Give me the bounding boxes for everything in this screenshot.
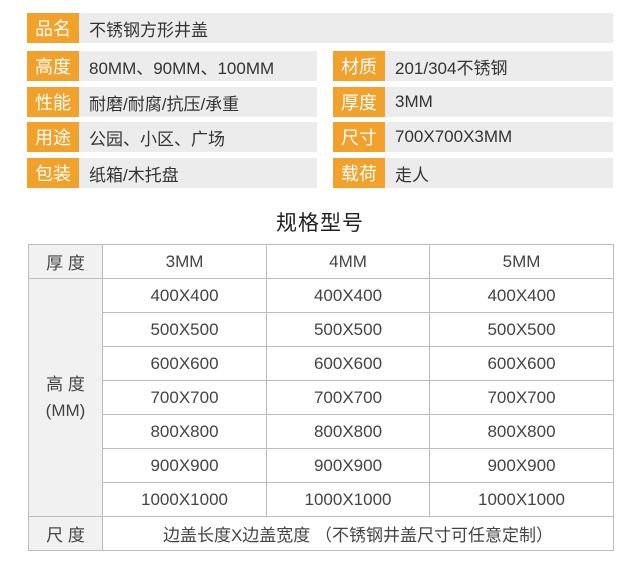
spec-label: 品名 (27, 13, 79, 43)
size-row: 尺 度 边盖长度X边盖宽度 （不锈钢井盖尺寸可任意定制） (28, 516, 614, 551)
size-cell: 600X600 (429, 346, 614, 381)
thickness-value: 3MM (102, 244, 267, 279)
spec-value: 80MM、90MM、100MM (89, 58, 275, 78)
table-row: 600X600 600X600 600X600 (29, 346, 614, 381)
spec-item: 载荷 走人 (333, 158, 613, 188)
height-label: 高 度 (MM) (28, 278, 103, 517)
spec-item: 品名 不锈钢方形井盖 (27, 13, 613, 43)
size-note: 边盖长度X边盖宽度 （不锈钢井盖尺寸可任意定制） (102, 516, 614, 551)
size-cell: 400X400 (102, 278, 267, 313)
table-row: 800X800 800X800 800X800 (29, 414, 614, 449)
size-cell: 400X400 (429, 278, 614, 313)
spec-item: 材质 201/304不锈钢 (333, 51, 613, 81)
size-cell: 500X500 (266, 312, 430, 347)
size-cell: 400X400 (266, 278, 430, 313)
thickness-value: 4MM (266, 244, 430, 279)
size-cell: 900X900 (429, 448, 614, 483)
size-cell: 800X800 (266, 414, 430, 449)
table-row: 高 度 (MM) 400X400 400X400 400X400 (28, 278, 614, 517)
spec-row: 包装 纸箱/木托盘 载荷 走人 (0, 158, 640, 188)
size-cell: 1000X1000 (266, 482, 430, 517)
size-cell: 500X500 (429, 312, 614, 347)
size-label: 尺 度 (28, 516, 103, 551)
table-row: 900X900 900X900 900X900 (29, 448, 614, 483)
spec-row: 性能 耐磨/耐腐/抗压/承重 厚度 3MM (0, 87, 640, 117)
spec-value: 不锈钢方形井盖 (89, 20, 208, 40)
height-label-line2: (MM) (45, 400, 86, 420)
spec-label: 材质 (333, 51, 385, 81)
thickness-value: 5MM (429, 244, 614, 279)
size-cell: 600X600 (266, 346, 430, 381)
spec-value: 700X700X3MM (395, 127, 513, 146)
spec-label: 高度 (27, 51, 79, 81)
spec-value: 3MM (395, 92, 433, 111)
spec-row: 高度 80MM、90MM、100MM 材质 201/304不锈钢 (0, 51, 640, 81)
spec-item: 用途 公园、小区、广场 (27, 122, 317, 152)
spec-value: 201/304不锈钢 (395, 58, 508, 78)
spec-row: 用途 公园、小区、广场 尺寸 700X700X3MM (0, 122, 640, 152)
spec-row-name: 品名 不锈钢方形井盖 (0, 13, 640, 43)
size-cell: 900X900 (266, 448, 430, 483)
size-cell: 600X600 (102, 346, 267, 381)
spec-label: 用途 (27, 122, 79, 152)
table-row: 1000X1000 1000X1000 1000X1000 (29, 482, 614, 517)
spec-item: 包装 纸箱/木托盘 (27, 158, 317, 188)
thickness-label: 厚 度 (28, 244, 103, 279)
size-cell: 700X700 (429, 380, 614, 415)
thickness-row: 厚 度 3MM 4MM 5MM (28, 244, 614, 279)
size-cell: 700X700 (102, 380, 267, 415)
spec-value: 纸箱/木托盘 (89, 165, 179, 185)
spec-item: 高度 80MM、90MM、100MM (27, 51, 317, 81)
size-cell: 800X800 (102, 414, 267, 449)
spec-label: 包装 (27, 158, 79, 188)
size-cell: 500X500 (102, 312, 267, 347)
spec-item: 性能 耐磨/耐腐/抗压/承重 (27, 87, 317, 117)
size-cell: 1000X1000 (429, 482, 614, 517)
spec-label: 尺寸 (333, 122, 385, 152)
size-cell: 800X800 (429, 414, 614, 449)
spec-value: 公园、小区、广场 (89, 129, 225, 149)
spec-item: 厚度 3MM (333, 87, 613, 117)
spec-label: 性能 (27, 87, 79, 117)
size-cell: 900X900 (102, 448, 267, 483)
spec-label: 载荷 (333, 158, 385, 188)
spec-value: 耐磨/耐腐/抗压/承重 (89, 94, 240, 114)
spec-item: 尺寸 700X700X3MM (333, 122, 613, 152)
table-row: 500X500 500X500 500X500 (29, 312, 614, 347)
spec-label: 厚度 (333, 87, 385, 117)
height-label-line1: 高 度 (46, 374, 85, 394)
table-title: 规格型号 (276, 212, 364, 235)
table-row: 700X700 700X700 700X700 (29, 380, 614, 415)
spec-value: 走人 (395, 165, 429, 185)
size-cell: 1000X1000 (102, 482, 267, 517)
spec-table: 厚 度 3MM 4MM 5MM 高 度 (MM) 400X400 400X400… (28, 244, 614, 551)
size-cell: 700X700 (266, 380, 430, 415)
